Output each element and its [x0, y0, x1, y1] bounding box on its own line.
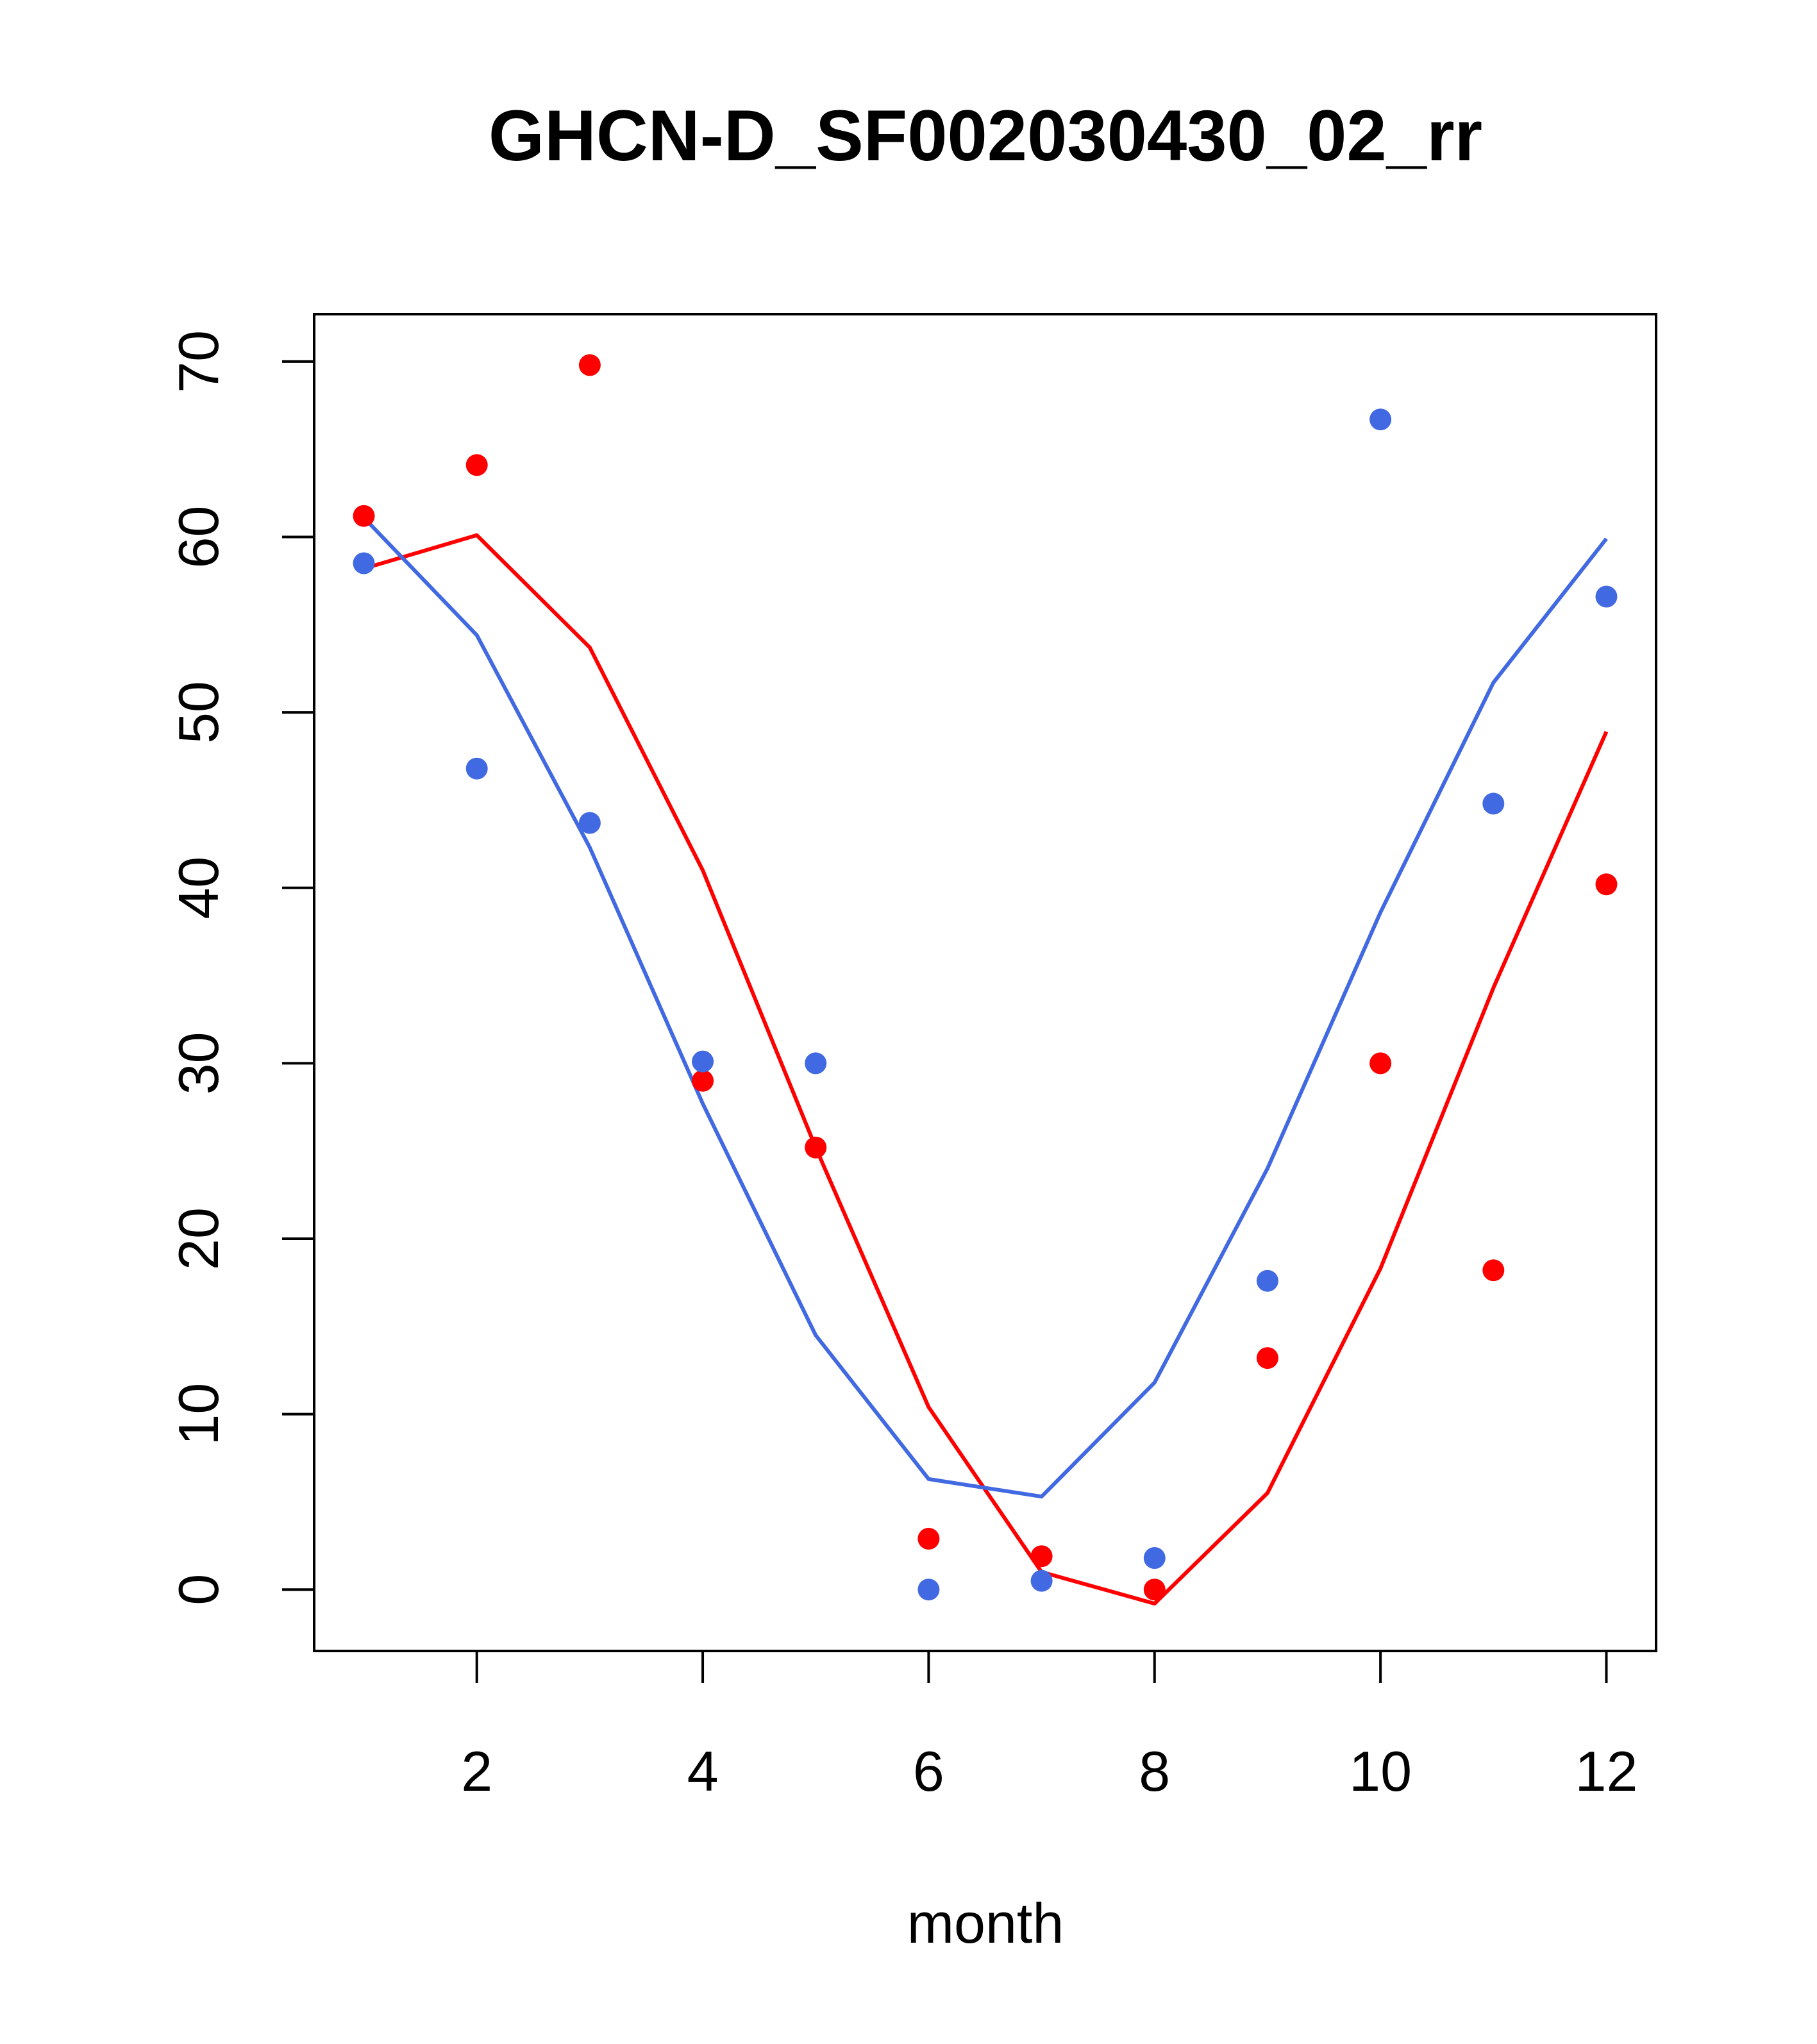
data-point-0-0 [353, 505, 375, 527]
x-axis-label: month [907, 1891, 1064, 1955]
data-point-1-9 [1369, 408, 1392, 431]
data-point-0-8 [1256, 1347, 1278, 1370]
data-point-1-4 [805, 1052, 827, 1075]
data-point-0-3 [692, 1069, 714, 1092]
data-point-0-6 [1030, 1545, 1053, 1568]
plot-points [353, 354, 1618, 1601]
data-point-1-10 [1482, 792, 1505, 815]
data-point-1-6 [1030, 1570, 1053, 1592]
x-tick-label-4: 10 [1349, 1739, 1412, 1803]
data-point-1-2 [578, 812, 601, 834]
data-point-0-1 [465, 454, 488, 476]
y-tick-label-7: 70 [167, 330, 230, 393]
x-tick-label-1: 4 [687, 1739, 719, 1803]
y-tick-label-5: 50 [167, 681, 230, 744]
data-point-0-4 [805, 1136, 827, 1159]
y-tick-label-6: 60 [167, 506, 230, 569]
chart-title: GHCN-D_SF002030430_02_rr [489, 96, 1482, 176]
data-point-1-0 [353, 552, 375, 574]
data-point-0-7 [1143, 1579, 1166, 1601]
data-point-0-10 [1482, 1259, 1505, 1282]
y-tick-label-3: 30 [167, 1032, 230, 1094]
series-line-3 [362, 516, 1608, 1499]
data-point-0-9 [1369, 1052, 1392, 1075]
x-tick-label-5: 12 [1575, 1739, 1638, 1803]
x-tick-label-2: 6 [913, 1739, 944, 1803]
x-axis: 2 4 6 8 10 12 [461, 1650, 1638, 1803]
data-point-1-7 [1143, 1547, 1166, 1569]
y-axis: 0 10 20 30 40 50 60 70 [167, 330, 315, 1605]
x-tick-label-0: 2 [461, 1739, 492, 1803]
data-point-1-5 [917, 1579, 940, 1601]
data-point-1-3 [692, 1050, 714, 1073]
data-point-0-2 [578, 354, 601, 376]
data-point-1-11 [1595, 585, 1618, 608]
y-tick-label-0: 0 [167, 1574, 230, 1605]
data-point-0-11 [1595, 873, 1618, 896]
plot-lines [362, 516, 1609, 1606]
y-tick-label-1: 10 [167, 1383, 230, 1446]
y-tick-label-2: 20 [167, 1207, 230, 1270]
data-point-1-8 [1256, 1269, 1278, 1292]
y-tick-label-4: 40 [167, 857, 230, 919]
x-tick-label-3: 8 [1139, 1739, 1170, 1803]
data-point-1-1 [465, 757, 488, 780]
data-point-0-5 [917, 1527, 940, 1550]
